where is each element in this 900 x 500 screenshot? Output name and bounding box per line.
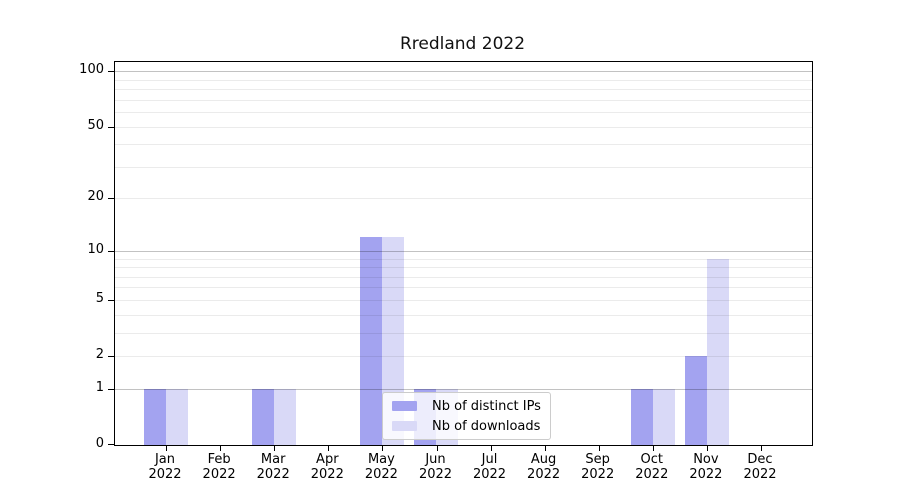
x-tickmark-may [382, 446, 384, 451]
x-tick-month-oct: Oct [640, 452, 664, 467]
x-tick-label-may: May 2022 [349, 452, 413, 482]
minor-gridline-90 [115, 79, 812, 81]
y-tickmark-2 [108, 356, 114, 357]
bar-nb-of-distinct-ips-nov [684, 356, 707, 445]
bar-nb-of-distinct-ips-jan [144, 388, 166, 445]
x-tick-month-jun: Jun [425, 452, 446, 467]
x-tick-month-jan: Jan [154, 452, 176, 467]
y-tick-label-50: 50 [87, 117, 104, 133]
y-tick-label-10: 10 [87, 241, 104, 257]
x-tickmark-jun [436, 446, 438, 451]
legend-label-distinct-ips: Nb of distinct IPs [432, 398, 541, 414]
minor-gridline-80 [115, 89, 812, 90]
x-tick-month-sep: Sep [585, 452, 610, 467]
x-tick-label-jun: Jun 2022 [404, 452, 468, 482]
x-tick-label-mar: Mar 2022 [241, 452, 305, 482]
x-tick-year-may: 2022 [364, 467, 398, 482]
x-tick-month-may: May [367, 452, 395, 467]
x-tick-label-apr: Apr 2022 [295, 452, 359, 482]
x-tick-label-feb: Feb 2022 [187, 452, 251, 482]
legend-item-distinct-ips: Nb of distinct IPs [392, 397, 541, 415]
x-tick-year-jul: 2022 [472, 467, 507, 482]
y-tick-label-0: 0 [95, 436, 104, 451]
x-tick-month-jul: Jul [481, 452, 498, 467]
minor-gridline-50 [115, 126, 812, 128]
x-tickmark-jan [166, 446, 167, 451]
y-tickmark-10 [108, 250, 114, 252]
x-tick-year-aug: 2022 [527, 467, 561, 482]
x-tick-month-apr: Apr [316, 452, 339, 467]
bar-nb-of-distinct-ips-oct [630, 388, 653, 445]
legend-label-downloads: Nb of downloads [432, 418, 541, 434]
y-tick-label-5: 5 [95, 290, 104, 306]
x-tick-month-dec: Dec [747, 452, 773, 467]
y-tickmark-1 [108, 388, 114, 390]
minor-gridline-70 [115, 99, 812, 101]
major-gridline-10 [115, 250, 812, 252]
y-tickmark-20 [108, 198, 114, 200]
x-tick-year-jan: 2022 [148, 467, 182, 482]
x-tick-label-jul: Jul 2022 [458, 452, 522, 482]
x-tick-label-jan: Jan 2022 [133, 452, 197, 482]
legend-item-downloads: Nb of downloads [392, 417, 541, 435]
x-tick-label-dec: Dec 2022 [728, 452, 792, 482]
x-axis-tick-labels: Jan 2022 Feb 2022 Mar 2022 Apr 2022 May 2022 Jun 20… [114, 452, 811, 488]
x-tick-month-mar: Mar [260, 452, 286, 467]
x-tick-month-aug: Aug [530, 452, 557, 467]
x-tick-month-nov: Nov [693, 452, 719, 467]
y-tick-label-100: 100 [79, 62, 104, 78]
x-tick-year-apr: 2022 [310, 467, 344, 482]
x-tickmark-mar [274, 446, 276, 451]
y-tickmark-50 [108, 126, 114, 128]
x-tickmark-nov [706, 446, 708, 451]
x-tickmark-sep [598, 446, 600, 451]
x-tick-year-oct: 2022 [635, 467, 669, 482]
bar-nb-of-downloads-mar [274, 388, 297, 445]
y-axis-tick-labels: 0 1 2 5 10 20 50 100 [0, 61, 104, 451]
bar-nb-of-downloads-nov [706, 258, 729, 445]
x-tick-month-feb: Feb [207, 452, 231, 467]
bar-nb-of-downloads-oct [652, 388, 675, 445]
x-tickmark-feb [220, 446, 222, 451]
x-tick-label-oct: Oct 2022 [620, 452, 684, 482]
major-gridline-100 [115, 71, 812, 73]
legend: Nb of distinct IPs Nb of downloads [382, 392, 551, 440]
y-tickmark-100 [108, 71, 114, 73]
x-tick-label-aug: Aug 2022 [512, 452, 576, 482]
x-tick-year-sep: 2022 [581, 467, 615, 482]
minor-gridline-30 [115, 166, 812, 168]
x-tickmark-oct [652, 446, 654, 451]
y-tickmark-5 [108, 299, 114, 301]
x-tickmark-dec [761, 446, 762, 451]
y-tick-label-20: 20 [87, 189, 104, 205]
chart-title: Rredland 2022 [399, 34, 526, 54]
legend-swatch-downloads [392, 421, 417, 431]
x-tickmark-jul [490, 446, 492, 451]
bar-nb-of-distinct-ips-mar [252, 388, 275, 445]
y-tick-label-2: 2 [95, 347, 104, 362]
x-tick-label-sep: Sep 2022 [566, 452, 630, 482]
legend-swatch-distinct-ips [392, 401, 417, 411]
x-tick-year-jun: 2022 [418, 467, 453, 482]
bar-nb-of-distinct-ips-may [360, 237, 383, 445]
minor-gridline-60 [115, 111, 812, 113]
x-tick-label-nov: Nov 2022 [674, 452, 738, 482]
x-tick-year-feb: 2022 [202, 467, 236, 482]
bar-nb-of-downloads-jan [166, 388, 188, 445]
plot-area: Nb of distinct IPs Nb of downloads [108, 61, 813, 451]
x-tick-year-mar: 2022 [256, 467, 290, 482]
x-tickmark-apr [328, 446, 330, 451]
y-tick-label-1: 1 [95, 379, 104, 395]
x-tick-year-nov: 2022 [689, 467, 723, 482]
y-tickmark-0 [108, 444, 114, 445]
minor-gridline-40 [115, 144, 812, 146]
x-tickmark-aug [544, 446, 546, 451]
minor-gridline-20 [115, 198, 812, 200]
x-tick-year-dec: 2022 [743, 467, 777, 482]
